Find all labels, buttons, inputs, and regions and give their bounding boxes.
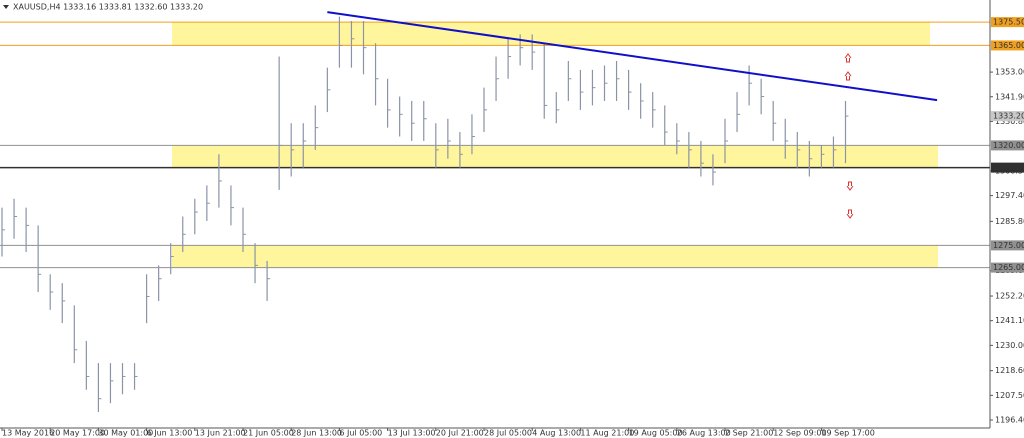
price-level-tag	[991, 17, 1024, 28]
x-tick-label: 28 Jun 13:00	[291, 429, 342, 438]
x-tick-label: 6 Jun 13:00	[147, 429, 193, 438]
price-level-label: 1320.00	[993, 141, 1024, 150]
zones	[172, 22, 938, 268]
x-tick-label: 13 May 2016	[2, 429, 54, 438]
y-tick-label: 1207.50	[995, 391, 1024, 400]
price-level-label: 1310.00	[993, 163, 1024, 172]
price-level-label: 1275.00	[993, 241, 1024, 250]
support-resistance-zone	[172, 245, 938, 268]
y-tick-label: 1241.10	[995, 316, 1024, 325]
price-level-label: 1265.00	[993, 263, 1024, 272]
x-tick-label: 4 Aug 13:00	[532, 429, 581, 438]
down-arrow	[846, 181, 854, 191]
overlays	[327, 11, 938, 102]
y-tick-label: 1285.80	[995, 217, 1024, 226]
x-tick-label: 11 Aug 21:00	[580, 429, 634, 438]
price-level-tag	[991, 140, 1024, 151]
y-tick-label: 1297.40	[995, 191, 1024, 200]
price-level-label: 1375.50	[993, 18, 1024, 27]
x-tick-label: 20 May 17:00	[50, 429, 105, 438]
support-resistance-zone	[172, 22, 930, 46]
trendline	[327, 11, 938, 102]
up-arrow	[844, 71, 852, 81]
price-level-label: 1365.00	[993, 41, 1024, 50]
y-tick-label: 1230.00	[995, 341, 1024, 350]
chart-title: XAUUSD,H4 1333.16 1333.81 1332.60 1333.2…	[13, 3, 203, 12]
x-tick-label: 2 Sep 21:00	[725, 429, 773, 438]
x-tick-label: 30 May 01:00	[98, 429, 153, 438]
down-arrow	[846, 209, 854, 219]
grid	[0, 21, 990, 269]
signal-arrows	[844, 53, 854, 219]
y-tick-label: 1252.20	[995, 292, 1024, 301]
up-arrow	[844, 53, 852, 63]
x-tick-label: 26 Aug 13:00	[677, 429, 731, 438]
bars	[1, 16, 849, 413]
price-level-tag	[991, 40, 1024, 51]
y-tick-label: 1218.60	[995, 366, 1024, 375]
y-tick-label: 1330.80	[995, 117, 1024, 126]
x-tick-label: 21 Jun 05:00	[243, 429, 294, 438]
x-tick-label: 13 Jun 21:00	[195, 429, 246, 438]
support-resistance-zone	[172, 145, 938, 168]
axis-labels: 1353.001341.901330.801308.501297.401285.…	[1, 17, 1024, 438]
y-tick-label: 1196.40	[995, 416, 1024, 425]
symbol-menu-icon[interactable]	[3, 5, 9, 9]
price-level-tag	[991, 162, 1024, 173]
x-tick-label: 6 Jul 05:00	[339, 429, 382, 438]
y-tick-label: 1341.90	[995, 92, 1024, 101]
price-level-tag	[991, 262, 1024, 273]
x-tick-label: 28 Jul 05:00	[484, 429, 532, 438]
price-level-tag	[991, 240, 1024, 251]
x-tick-label: 12 Sep 09:00	[773, 429, 826, 438]
x-tick-label: 19 Aug 05:00	[629, 429, 683, 438]
last-price-label: 1333.20	[993, 112, 1024, 121]
x-tick-label: 19 Sep 17:00	[821, 429, 874, 438]
y-tick-label: 1353.00	[995, 68, 1024, 77]
x-tick-label: 13 Jul 13:00	[388, 429, 436, 438]
x-tick-label: 20 Jul 21:00	[436, 429, 484, 438]
last-price-tag	[991, 111, 1024, 122]
